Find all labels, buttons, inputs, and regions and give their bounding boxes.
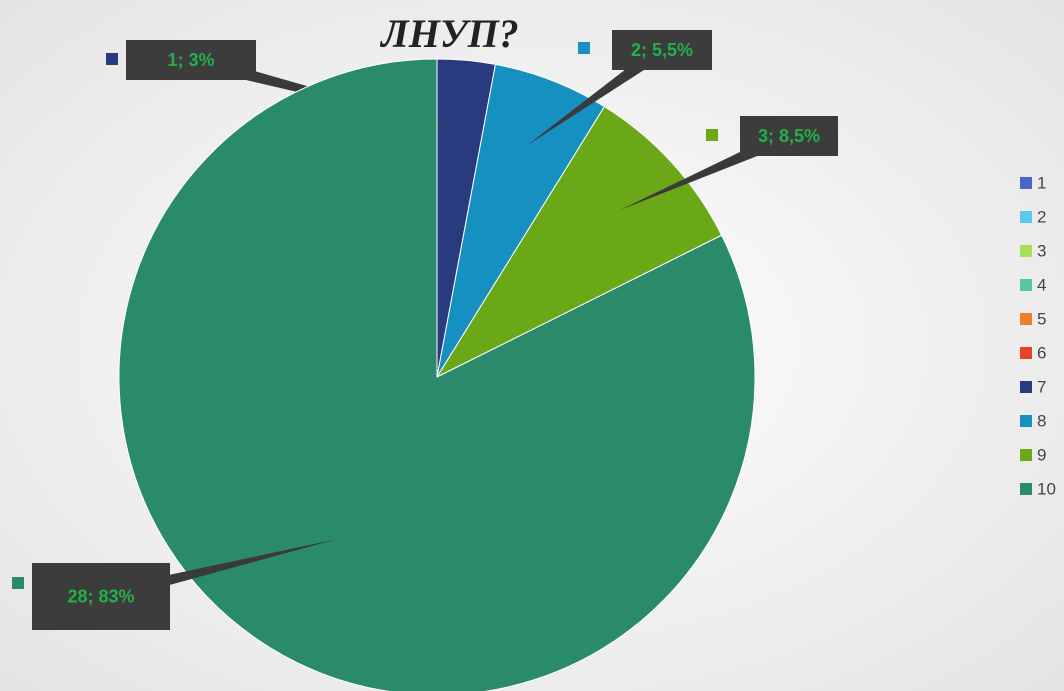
legend-key <box>1020 449 1032 461</box>
legend-key <box>1020 415 1032 427</box>
legend-label: 5 <box>1037 309 1046 328</box>
legend-key <box>1020 177 1032 189</box>
legend-label: 3 <box>1037 241 1046 260</box>
label-key <box>706 129 718 141</box>
data-label: 28; 83% <box>67 586 134 606</box>
legend-label: 4 <box>1037 275 1046 294</box>
data-label: 2; 5,5% <box>631 40 693 60</box>
pie-slice <box>118 58 756 691</box>
label-key <box>12 577 24 589</box>
legend-label: 1 <box>1037 173 1046 192</box>
legend-label: 10 <box>1037 479 1056 498</box>
legend-key <box>1020 347 1032 359</box>
legend-key <box>1020 313 1032 325</box>
legend-label: 9 <box>1037 445 1046 464</box>
legend-key <box>1020 381 1032 393</box>
data-label: 3; 8,5% <box>758 126 820 146</box>
legend-label: 8 <box>1037 411 1046 430</box>
chart-title: ЛНУП? <box>379 11 519 56</box>
label-key <box>578 42 590 54</box>
legend-key <box>1020 483 1032 495</box>
legend-label: 2 <box>1037 207 1046 226</box>
pie-slice <box>435 105 723 379</box>
legend-key <box>1020 211 1032 223</box>
legend-label: 6 <box>1037 343 1046 362</box>
label-key <box>106 53 118 65</box>
label-box <box>32 563 170 630</box>
label-box <box>126 40 256 80</box>
label-box <box>740 116 838 156</box>
label-box <box>612 30 712 70</box>
legend-key <box>1020 279 1032 291</box>
data-label: 1; 3% <box>167 50 214 70</box>
legend-label: 7 <box>1037 377 1046 396</box>
legend-key <box>1020 245 1032 257</box>
